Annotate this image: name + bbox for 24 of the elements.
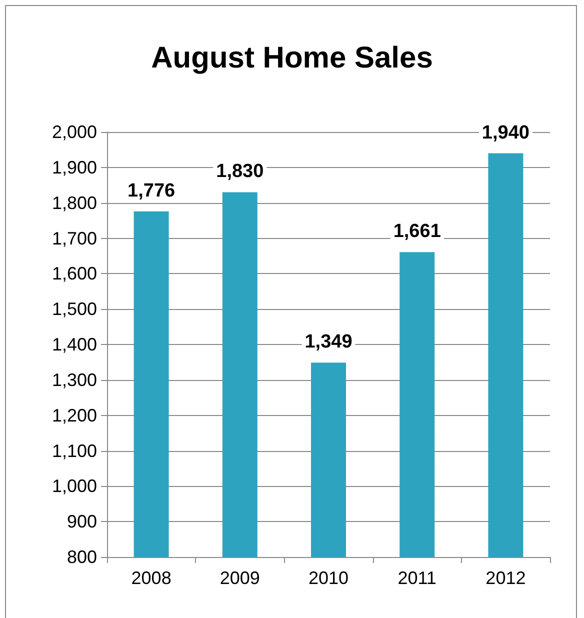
- y-tick-label: 1,000: [52, 476, 97, 496]
- y-tick-label: 800: [66, 547, 97, 567]
- data-label: 1,661: [393, 221, 442, 242]
- y-tick-label: 1,300: [52, 370, 97, 390]
- x-tick-label: 2011: [398, 568, 436, 588]
- y-tick-label: 2,000: [52, 122, 97, 142]
- x-tick-label: 2010: [308, 568, 349, 588]
- y-tick-label: 1,600: [52, 264, 97, 284]
- y-tick-label: 1,900: [52, 157, 97, 178]
- x-tick-label: 2012: [486, 568, 526, 588]
- x-tick-label: 2009: [220, 568, 260, 588]
- y-tick-label: 900: [66, 512, 97, 532]
- y-tick-label: 1,200: [52, 405, 97, 426]
- y-tick-label: 1,400: [52, 334, 97, 354]
- y-tick-label: 1,800: [52, 192, 97, 213]
- data-label: 1,940: [482, 122, 530, 144]
- y-tick-label: 1,700: [52, 228, 97, 248]
- data-label: 1,776: [128, 180, 176, 202]
- chart-title: August Home Sales: [151, 42, 433, 74]
- y-tick-label: 1,100: [52, 440, 97, 461]
- y-tick-label: 1,500: [52, 299, 97, 320]
- data-label: 1,830: [216, 161, 264, 182]
- x-tick-label: 2008: [131, 568, 172, 588]
- data-label: 1,349: [304, 332, 352, 353]
